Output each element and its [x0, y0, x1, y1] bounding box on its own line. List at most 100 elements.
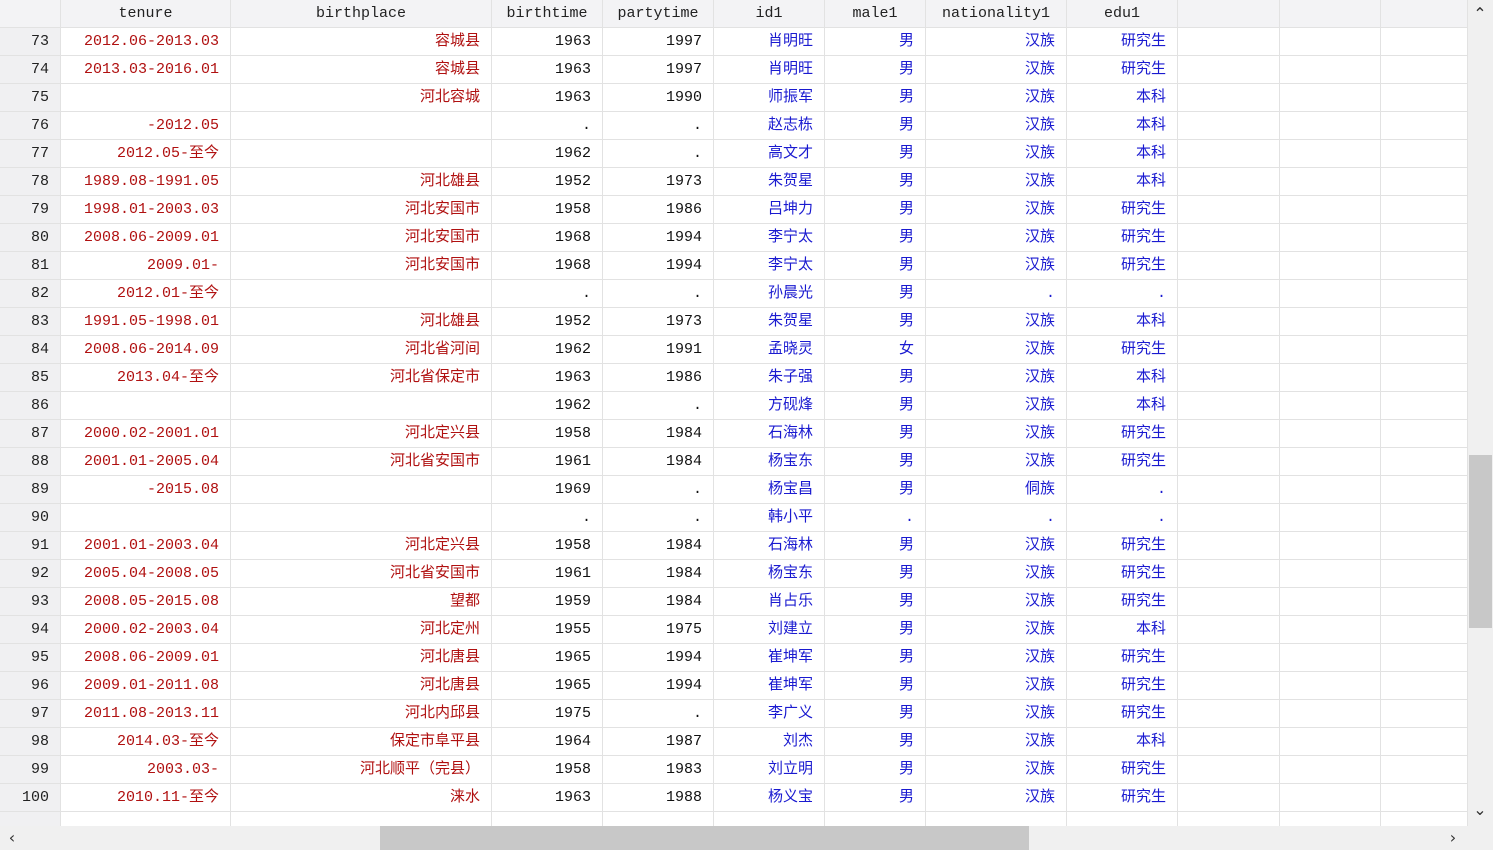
row-number[interactable]: 85	[0, 364, 61, 392]
cell-birthtime[interactable]: 1952	[492, 308, 603, 336]
cell-empty[interactable]	[1178, 112, 1280, 140]
row-number[interactable]: 75	[0, 84, 61, 112]
cell-id1[interactable]: 杨宝昌	[714, 476, 825, 504]
cell-id1[interactable]: 朱贺星	[714, 168, 825, 196]
cell-id1[interactable]: 孟晓灵	[714, 336, 825, 364]
cell-partytime[interactable]: .	[603, 392, 714, 420]
cell-male1[interactable]: 男	[825, 700, 926, 728]
cell-edu1[interactable]: 本科	[1067, 112, 1178, 140]
cell-tenure[interactable]: 2010.11-至今	[61, 784, 231, 812]
cell-empty[interactable]	[1280, 364, 1381, 392]
cell-empty[interactable]	[1280, 644, 1381, 672]
cell-tenure[interactable]: 2001.01-2003.04	[61, 532, 231, 560]
cell-birthplace[interactable]: 河北雄县	[231, 168, 492, 196]
table-row[interactable]: 83 1991.05-1998.01 河北雄县 1952 1973 朱贺星男汉族 本科	[0, 308, 1468, 336]
row-number[interactable]: 76	[0, 112, 61, 140]
cell-tenure[interactable]: -2012.05	[61, 112, 231, 140]
cell-tenure[interactable]: 2011.08-2013.11	[61, 700, 231, 728]
cell-nationality1[interactable]: 汉族	[926, 644, 1067, 672]
cell-male1[interactable]: 男	[825, 56, 926, 84]
cell-nationality1[interactable]: 汉族	[926, 448, 1067, 476]
cell-male1[interactable]: 男	[825, 252, 926, 280]
cell-empty[interactable]	[1178, 504, 1280, 532]
cell-empty[interactable]	[1178, 280, 1280, 308]
cell-tenure[interactable]: 1998.01-2003.03	[61, 196, 231, 224]
cell-partytime[interactable]: 1987	[603, 728, 714, 756]
cell-empty[interactable]	[1381, 364, 1468, 392]
cell-birthplace[interactable]: 河北安国市	[231, 252, 492, 280]
cell-tenure[interactable]: 2009.01-	[61, 252, 231, 280]
cell-tenure[interactable]	[61, 392, 231, 420]
cell-empty[interactable]	[1381, 784, 1468, 812]
cell-birthtime[interactable]: 1963	[492, 28, 603, 56]
cell-empty[interactable]	[1280, 112, 1381, 140]
cell-empty[interactable]	[1178, 308, 1280, 336]
cell-id1[interactable]: 肖明旺	[714, 56, 825, 84]
cell-nationality1[interactable]: 汉族	[926, 700, 1067, 728]
cell-edu1[interactable]: 研究生	[1067, 588, 1178, 616]
cell-empty[interactable]	[1178, 588, 1280, 616]
cell-male1[interactable]: 男	[825, 644, 926, 672]
cell-birthplace[interactable]: 涞水	[231, 784, 492, 812]
table-row[interactable]: 90.. 韩小平...	[0, 504, 1468, 532]
cell-male1[interactable]: 男	[825, 616, 926, 644]
cell-birthtime[interactable]: 1965	[492, 672, 603, 700]
cell-empty[interactable]	[1178, 140, 1280, 168]
cell-male1[interactable]: 男	[825, 84, 926, 112]
row-number[interactable]: 73	[0, 28, 61, 56]
cell-partytime[interactable]: 1984	[603, 560, 714, 588]
cell-partytime[interactable]: .	[603, 280, 714, 308]
cell-empty[interactable]	[1381, 448, 1468, 476]
cell-edu1[interactable]: 研究生	[1067, 448, 1178, 476]
cell-empty[interactable]	[1178, 756, 1280, 784]
chevron-left-icon[interactable]: ‹	[8, 828, 16, 847]
cell-tenure[interactable]: 2000.02-2001.01	[61, 420, 231, 448]
cell-id1[interactable]: 石海林	[714, 532, 825, 560]
cell-empty[interactable]	[1178, 28, 1280, 56]
cell-edu1[interactable]: 本科	[1067, 308, 1178, 336]
cell-empty[interactable]	[1280, 504, 1381, 532]
table-row[interactable]: 98 2014.03-至今 保定市阜平县 1964 1987 刘杰男汉族 本科	[0, 728, 1468, 756]
cell-edu1[interactable]: 本科	[1067, 364, 1178, 392]
cell-tenure[interactable]: 2008.06-2009.01	[61, 224, 231, 252]
cell-id1[interactable]: 石海林	[714, 420, 825, 448]
row-number[interactable]: 100	[0, 784, 61, 812]
cell-birthtime[interactable]: .	[492, 280, 603, 308]
cell-empty[interactable]	[1381, 196, 1468, 224]
vertical-scrollbar[interactable]: ⌃ ⌄	[1468, 0, 1493, 826]
chevron-up-icon[interactable]: ⌃	[1473, 4, 1487, 23]
cell-empty[interactable]	[1178, 336, 1280, 364]
cell-male1[interactable]: 男	[825, 784, 926, 812]
table-row[interactable]: 82 2012.01-至今.. 孙晨光男..	[0, 280, 1468, 308]
cell-birthplace[interactable]	[231, 392, 492, 420]
row-number[interactable]: 96	[0, 672, 61, 700]
cell-nationality1[interactable]: 汉族	[926, 364, 1067, 392]
cell-birthplace[interactable]: 望都	[231, 588, 492, 616]
cell-partytime[interactable]: 1986	[603, 364, 714, 392]
column-header-partytime[interactable]: partytime	[603, 0, 714, 28]
cell-empty[interactable]	[1178, 532, 1280, 560]
cell-nationality1[interactable]: 汉族	[926, 84, 1067, 112]
cell-male1[interactable]: 男	[825, 728, 926, 756]
cell-id1[interactable]: 李宁太	[714, 252, 825, 280]
cell-id1[interactable]: 赵志栋	[714, 112, 825, 140]
cell-birthplace[interactable]: 河北容城	[231, 84, 492, 112]
cell-birthtime[interactable]: 1975	[492, 700, 603, 728]
cell-id1[interactable]: 高文才	[714, 140, 825, 168]
cell-id1[interactable]: 李宁太	[714, 224, 825, 252]
cell-male1[interactable]: 男	[825, 672, 926, 700]
cell-edu1[interactable]: 研究生	[1067, 336, 1178, 364]
cell-empty[interactable]	[1280, 532, 1381, 560]
cell-tenure[interactable]	[61, 84, 231, 112]
cell-birthplace[interactable]: 容城县	[231, 28, 492, 56]
row-number[interactable]: 84	[0, 336, 61, 364]
cell-empty[interactable]	[1178, 392, 1280, 420]
row-number[interactable]: 92	[0, 560, 61, 588]
cell-empty[interactable]	[1178, 364, 1280, 392]
cell-tenure[interactable]: 2000.02-2003.04	[61, 616, 231, 644]
cell-empty[interactable]	[1381, 420, 1468, 448]
table-row[interactable]: 92 2005.04-2008.05 河北省安国市 1961 1984 杨宝东男汉族 研究生	[0, 560, 1468, 588]
cell-empty[interactable]	[1280, 56, 1381, 84]
table-row[interactable]: 73 2012.06-2013.03 容城县 1963 1997 肖明旺男汉族 研究生	[0, 28, 1468, 56]
chevron-down-icon[interactable]: ⌄	[1473, 800, 1487, 819]
